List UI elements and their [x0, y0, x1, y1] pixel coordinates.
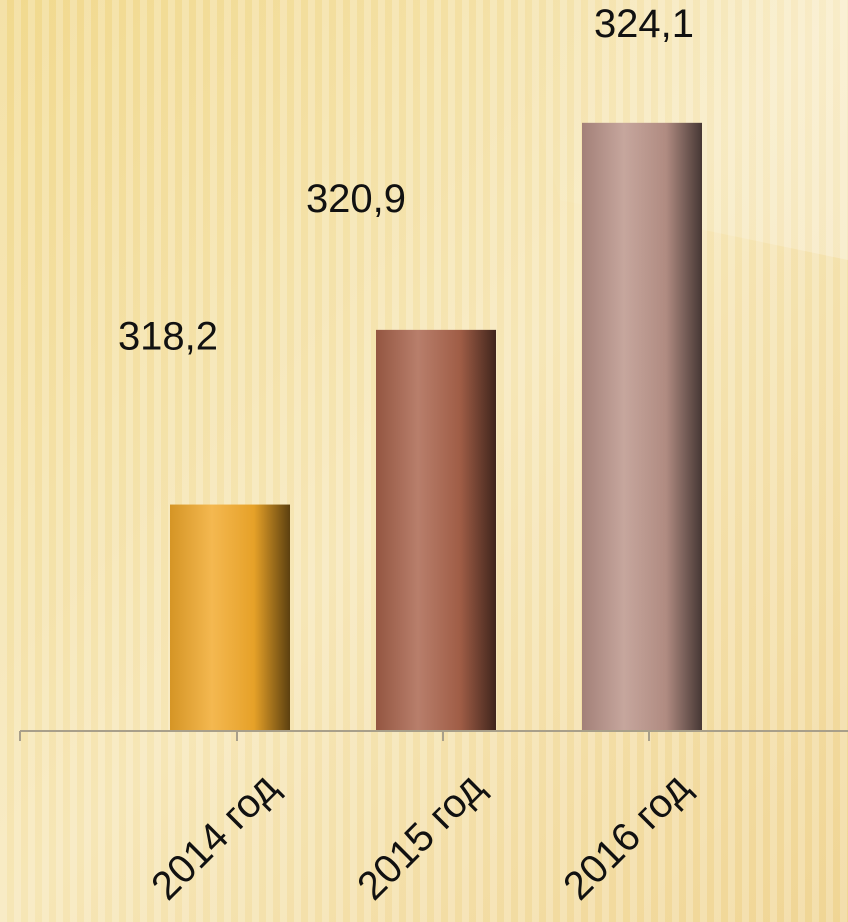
data-label-0: 318,2 — [118, 315, 218, 359]
bar-1 — [376, 329, 496, 731]
bar-2 — [582, 122, 702, 731]
data-label-1: 320,9 — [306, 177, 406, 221]
bar-0 — [170, 504, 290, 731]
x-axis — [19, 730, 848, 741]
data-label-2: 324,1 — [594, 2, 694, 46]
bars-layer — [170, 122, 702, 731]
